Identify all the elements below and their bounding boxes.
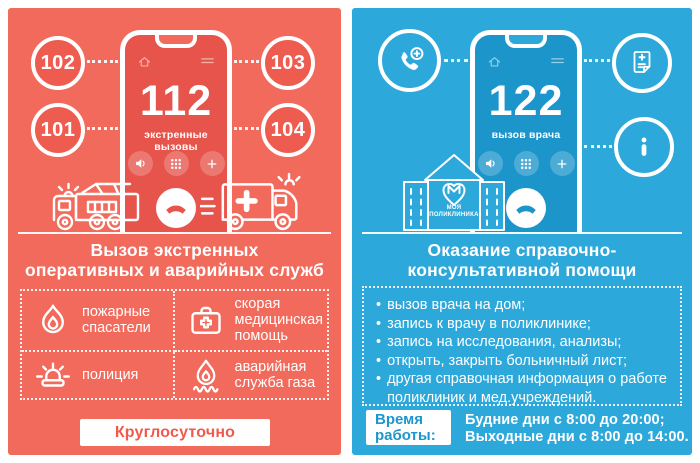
list-item: • открыть, закрыть больничный лист;: [376, 352, 672, 371]
list-item: • запись на исследования, анализы;: [376, 333, 672, 352]
home-icon: [488, 56, 501, 68]
hotline-number: 104: [270, 118, 306, 141]
dotted-connector: [87, 60, 118, 63]
list-item-text: запись к врачу в поликлинике;: [387, 315, 591, 332]
phone-notch: [155, 35, 197, 48]
bullet-icon: •: [376, 371, 382, 387]
bullet-icon: •: [376, 334, 382, 350]
right-panel-title: Оказание справочно- консультативной помо…: [352, 240, 692, 280]
hotline-number: 101: [40, 118, 76, 141]
menu-icon: [551, 56, 564, 68]
dotted-connector: [444, 59, 468, 62]
dotted-connector: [87, 127, 118, 130]
call-end-icon: [156, 188, 196, 228]
dotted-connector: [584, 59, 610, 62]
phone-status-row: [138, 56, 214, 68]
left-panel-title: Вызов экстренных оперативных и аварийных…: [8, 240, 341, 280]
gas-flame-icon: [188, 357, 226, 393]
phone-plus-icon: [378, 29, 441, 92]
list-item-text: открыть, закрыть больничный лист;: [387, 352, 628, 369]
clinic-label-line: ПОЛИКЛИНИКА: [429, 212, 479, 218]
clinic-building-icon: [402, 148, 506, 232]
keypad-icon: [513, 151, 539, 176]
bullet-icon: •: [376, 315, 382, 332]
clinic-label-line: МОЯ: [446, 205, 462, 211]
call-end-icon: [506, 188, 546, 228]
hotline-circle-104: 104: [261, 103, 315, 157]
badge-24-7: Круглосуточно: [80, 419, 270, 446]
title-line: Вызов экстренных: [90, 240, 259, 260]
services-list: • вызов врача на дом; • запись к врачу в п…: [362, 286, 682, 406]
title-line: оперативных и аварийных служб: [24, 259, 325, 280]
service-gas: аварийная служба газа: [175, 352, 328, 399]
speaker-icon: [477, 151, 503, 176]
dotted-connector: [234, 60, 259, 63]
medical-panel: 122 вызов врача: [352, 8, 692, 455]
list-item: • другая справочная информация о работе п…: [376, 370, 672, 407]
phone-122: 122 вызов врача: [470, 30, 582, 232]
title-line: консультативной помощи: [407, 259, 637, 280]
service-label: аварийная служба газа: [234, 358, 316, 391]
speaker-icon: [127, 151, 153, 176]
services-grid: пожарные спасатели скорая медицинская по…: [20, 289, 329, 400]
schedule-hours: Будние дни с 8:00 до 20:00; Выходные дни…: [465, 412, 689, 445]
menu-icon: [201, 56, 214, 68]
list-item: • запись к врачу в поликлинике;: [376, 315, 672, 334]
badge-label: Круглосуточно: [114, 423, 236, 441]
service-ambulance: скорая медицинская помощь: [174, 291, 327, 352]
info-icon: [614, 117, 674, 177]
ambulance-icon: [200, 172, 316, 232]
phone-112: 112 экстренные вызовы: [120, 30, 232, 232]
schedule-label: Время работы:: [366, 410, 451, 445]
hotline-number: 102: [40, 51, 76, 74]
schedule-label-text: Время работы:: [375, 411, 436, 444]
emergency-panel: 102 103 101 104 112 экстренны: [8, 8, 341, 455]
medical-document-icon: [612, 33, 672, 93]
schedule-line: Будние дни с 8:00 до 20:00;: [465, 412, 665, 428]
service-label: полиция: [82, 366, 139, 383]
service-label: скорая медицинская помощь: [234, 296, 324, 345]
list-item: • вызов врача на дом;: [376, 296, 672, 315]
bullet-icon: •: [376, 297, 382, 313]
service-fire-rescue: пожарные спасатели: [22, 291, 175, 352]
schedule-line: Выходные дни с 8:00 до 14:00.: [465, 428, 689, 445]
medical-kit-icon: [188, 302, 226, 338]
divider: [362, 232, 682, 234]
phone-number: 112: [139, 77, 213, 125]
service-label: пожарные спасатели: [82, 304, 151, 337]
dotted-connector: [234, 127, 259, 130]
call-buttons-row: [125, 151, 227, 176]
clinic-building-label: МОЯ ПОЛИКЛИНИКА: [428, 205, 480, 219]
phone-notch: [505, 35, 547, 48]
phone-number: 122: [488, 77, 564, 125]
dotted-connector: [584, 145, 612, 148]
flame-icon: [35, 302, 73, 338]
hotline-circle-102: 102: [31, 36, 85, 90]
fire-truck-icon: [52, 174, 152, 232]
plus-icon: [549, 151, 575, 176]
phone-caption: вызов врача: [491, 129, 561, 141]
siren-icon: [35, 357, 73, 393]
title-line: Оказание справочно-: [427, 240, 617, 260]
list-item-text: вызов врача на дом;: [387, 297, 526, 313]
list-item-text: другая справочная информация о работе по…: [387, 371, 667, 406]
call-buttons-row: [475, 151, 577, 176]
hotline-circle-103: 103: [261, 36, 315, 90]
bullet-icon: •: [376, 352, 382, 369]
phone-status-row: [488, 56, 564, 68]
phone-caption: экстренные вызовы: [144, 129, 208, 153]
plus-icon: [199, 151, 225, 176]
service-police: полиция: [22, 351, 175, 398]
divider: [18, 232, 331, 234]
hotline-circle-101: 101: [31, 103, 85, 157]
list-item-text: запись на исследования, анализы;: [387, 334, 622, 350]
keypad-icon: [163, 151, 189, 176]
hotline-number: 103: [270, 51, 306, 74]
home-icon: [138, 56, 151, 68]
